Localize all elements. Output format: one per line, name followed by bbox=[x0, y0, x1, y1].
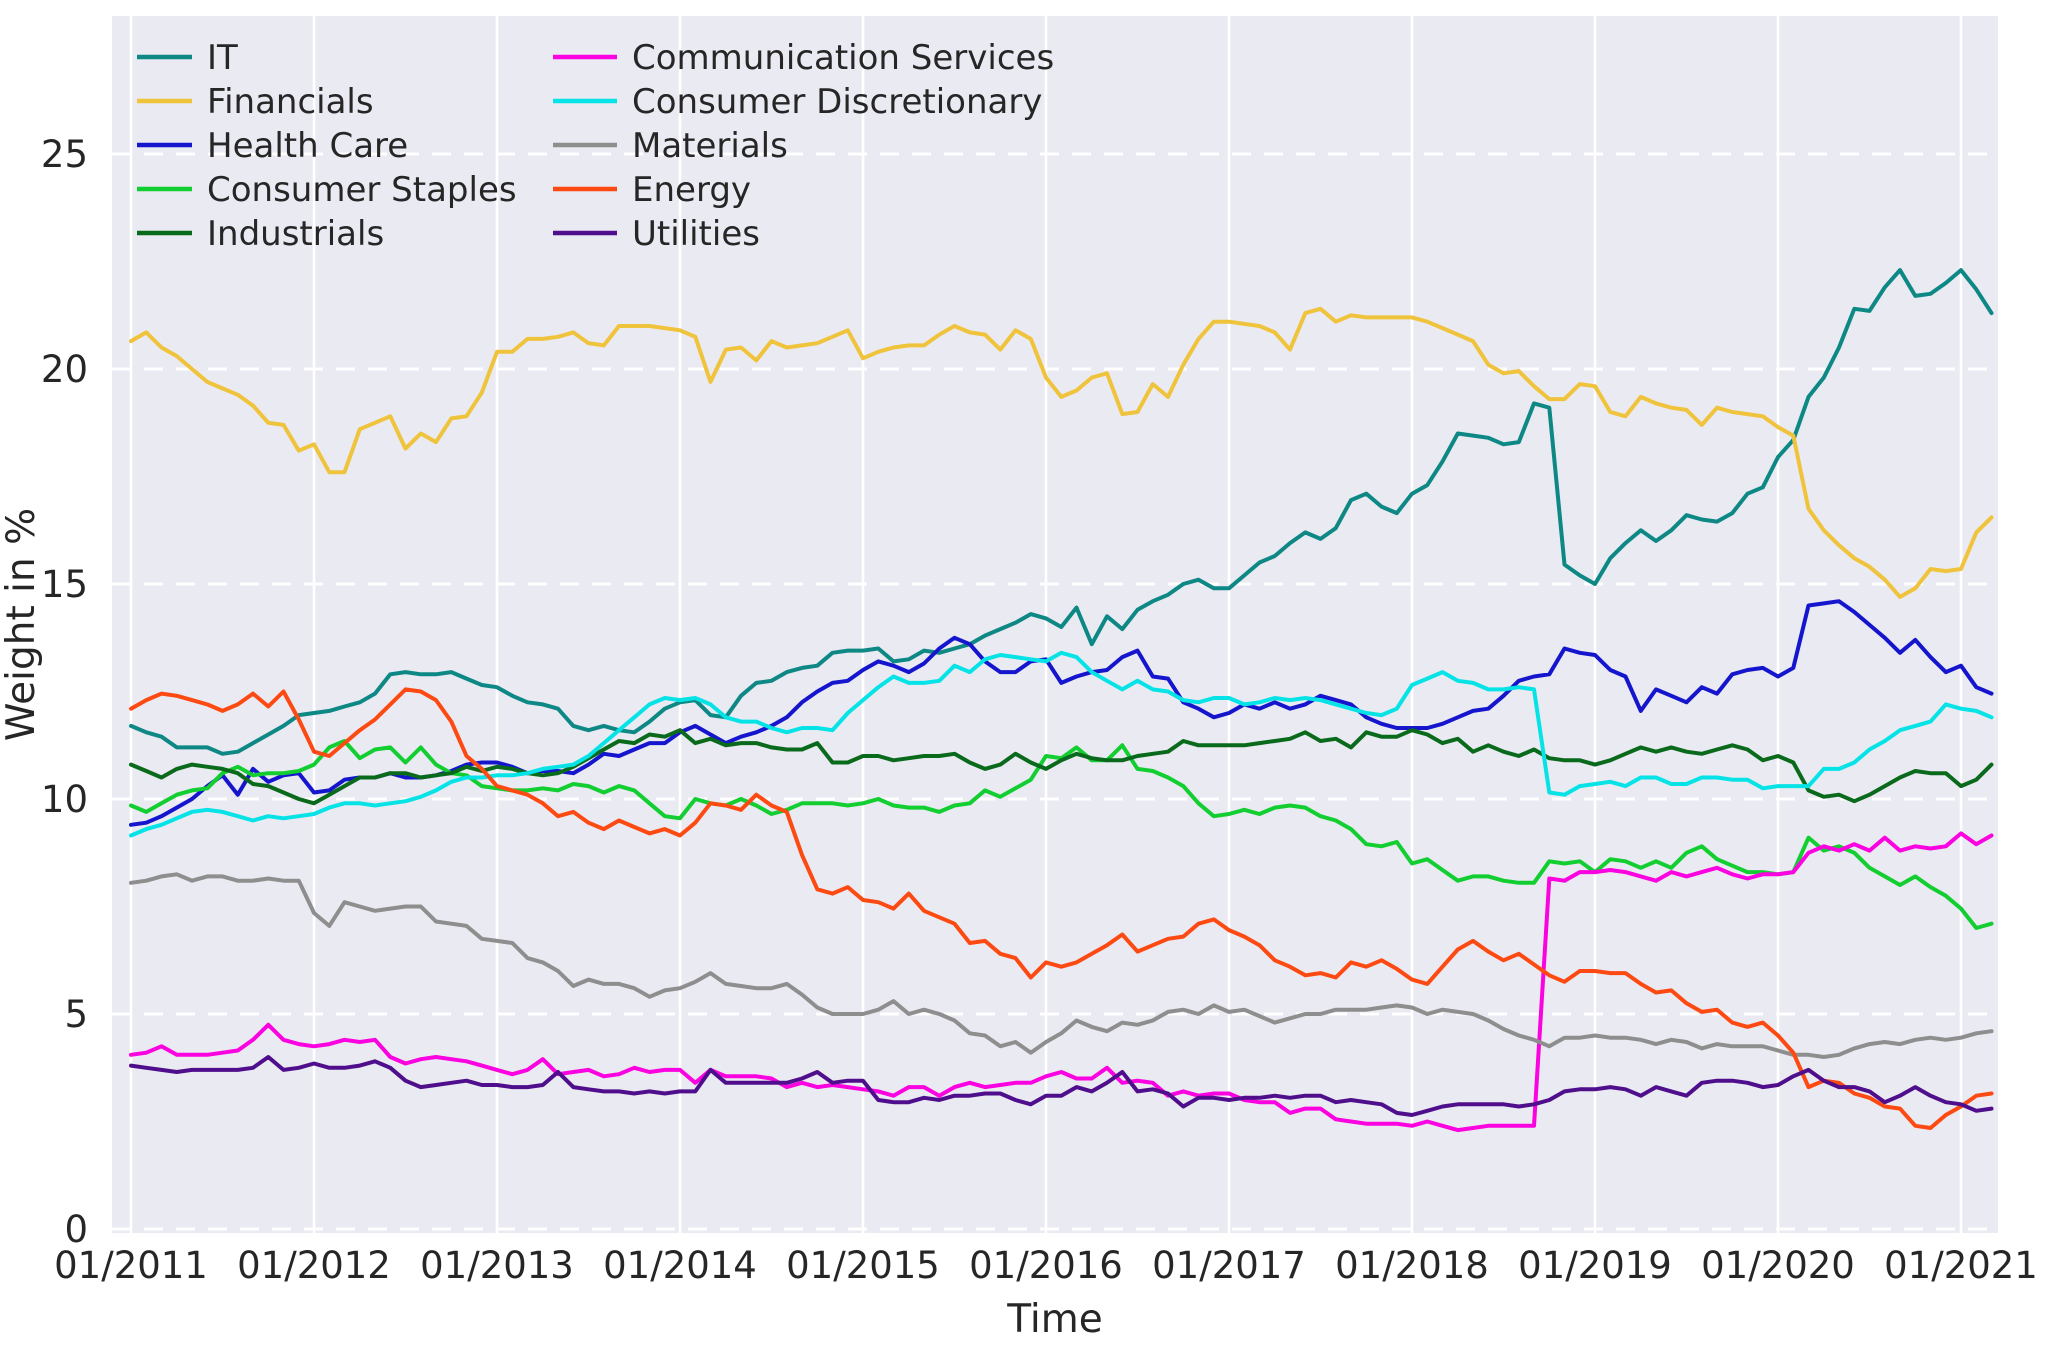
x-tick-label: 01/2016 bbox=[969, 1244, 1123, 1287]
legend-item-industrials: Industrials bbox=[137, 214, 384, 254]
series-line-industrials bbox=[129, 728, 1994, 806]
x-tick-label: 01/2013 bbox=[420, 1244, 574, 1287]
series-line-utilities bbox=[129, 1055, 1994, 1117]
y-tick-label: 25 bbox=[41, 133, 88, 176]
legend-item-utilities: Utilities bbox=[553, 214, 760, 254]
x-tick-label: 01/2011 bbox=[54, 1244, 208, 1287]
x-tick-label: 01/2019 bbox=[1518, 1244, 1672, 1287]
legend-label-consumer-staples: Consumer Staples bbox=[207, 170, 517, 210]
x-axis-title: Time bbox=[1006, 1297, 1102, 1342]
x-tick-label: 01/2017 bbox=[1152, 1244, 1306, 1287]
legend-label-communication-services: Communication Services bbox=[632, 38, 1054, 78]
legend-item-energy: Energy bbox=[553, 170, 751, 210]
y-tick-label: 10 bbox=[41, 778, 88, 821]
series-line-communication-services bbox=[129, 831, 1994, 1133]
x-tick-label: 01/2014 bbox=[603, 1244, 757, 1287]
legend-label-energy: Energy bbox=[632, 170, 751, 210]
series-line-materials bbox=[129, 872, 1994, 1059]
legend-label-health-care: Health Care bbox=[207, 126, 408, 166]
x-tick-label: 01/2018 bbox=[1335, 1244, 1489, 1287]
legend-label-utilities: Utilities bbox=[632, 214, 760, 254]
legend-item-consumer-discretionary: Consumer Discretionary bbox=[553, 82, 1042, 122]
series-line-financials bbox=[129, 306, 1994, 599]
x-tick-label: 01/2021 bbox=[1884, 1244, 2038, 1287]
legend-item-health-care: Health Care bbox=[137, 126, 408, 166]
legend-label-consumer-discretionary: Consumer Discretionary bbox=[632, 82, 1042, 122]
legend-label-materials: Materials bbox=[632, 126, 788, 166]
series-line-it bbox=[129, 268, 1994, 756]
series-line-consumer-discretionary bbox=[129, 650, 1994, 838]
legend-label-industrials: Industrials bbox=[207, 214, 384, 254]
y-tick-label: 0 bbox=[64, 1208, 88, 1251]
legend-item-materials: Materials bbox=[553, 126, 788, 166]
legend-label-financials: Financials bbox=[207, 82, 374, 122]
y-tick-label: 20 bbox=[41, 348, 88, 391]
legend-item-financials: Financials bbox=[137, 82, 374, 122]
legend-item-communication-services: Communication Services bbox=[553, 38, 1054, 78]
x-tick-label: 01/2012 bbox=[237, 1244, 391, 1287]
series-group bbox=[129, 268, 1994, 1133]
legend-label-it: IT bbox=[207, 38, 238, 78]
x-tick-label: 01/2020 bbox=[1701, 1244, 1855, 1287]
legend-item-consumer-staples: Consumer Staples bbox=[137, 170, 517, 210]
series-line-energy bbox=[129, 687, 1994, 1130]
legend-item-it: IT bbox=[137, 38, 238, 78]
y-tick-label: 5 bbox=[64, 993, 88, 1036]
y-axis-title: Weight in % bbox=[0, 508, 44, 741]
x-tick-label: 01/2015 bbox=[786, 1244, 940, 1287]
y-tick-label: 15 bbox=[41, 563, 88, 606]
